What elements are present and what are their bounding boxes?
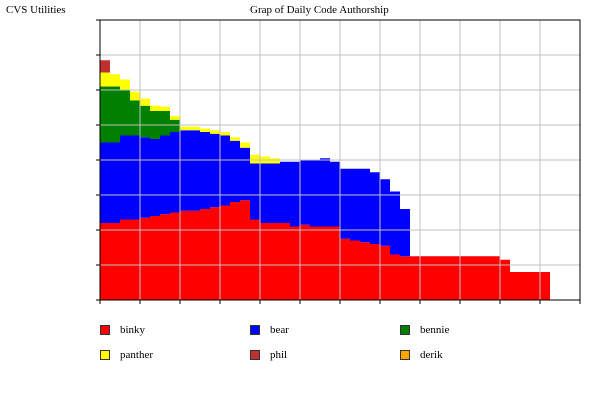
legend-label: bennie: [420, 324, 450, 336]
area-series-binky: [100, 200, 550, 300]
legend-swatch: [250, 350, 260, 360]
area-series-bear: [100, 130, 550, 272]
legend-swatch: [400, 350, 410, 360]
legend-label: derik: [420, 349, 443, 361]
legend-label: panther: [120, 349, 153, 361]
legend-item-panther: panther: [100, 348, 153, 362]
legend-swatch: [100, 350, 110, 360]
legend-label: bear: [270, 324, 289, 336]
legend-item-bennie: bennie: [400, 323, 449, 337]
legend-label: phil: [270, 349, 288, 361]
legend-item-bear: bear: [250, 323, 289, 337]
chart-title: Grap of Daily Code Authorship: [250, 4, 389, 16]
legend-item-binky: binky: [100, 323, 145, 337]
app-title: CVS Utilities: [6, 4, 66, 16]
legend-label: binky: [120, 324, 146, 336]
legend-item-phil: phil: [250, 348, 287, 362]
legend-item-derik: derik: [400, 348, 443, 362]
legend-swatch: [100, 325, 110, 335]
legend-swatch: [400, 325, 410, 335]
legend-swatch: [250, 325, 260, 335]
